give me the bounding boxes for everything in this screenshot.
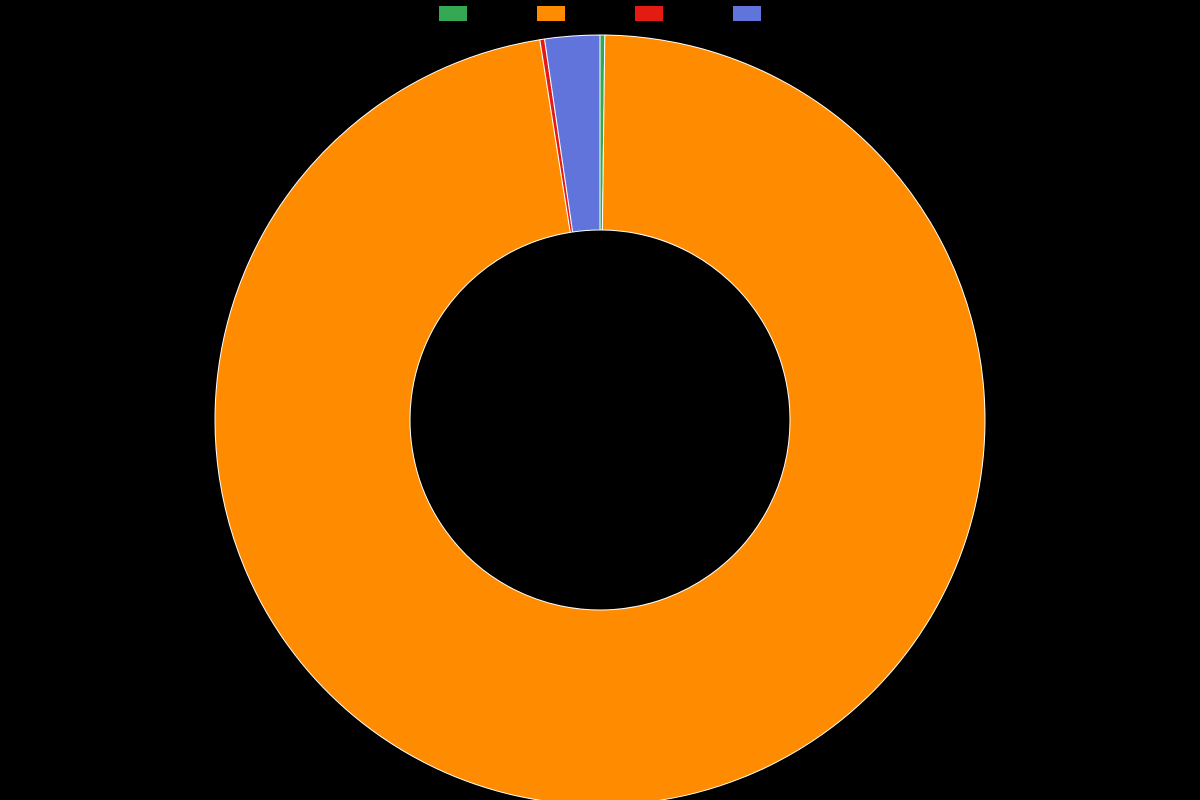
chart-container — [0, 0, 1200, 800]
donut-svg — [0, 10, 1200, 800]
donut-chart — [0, 20, 1200, 800]
